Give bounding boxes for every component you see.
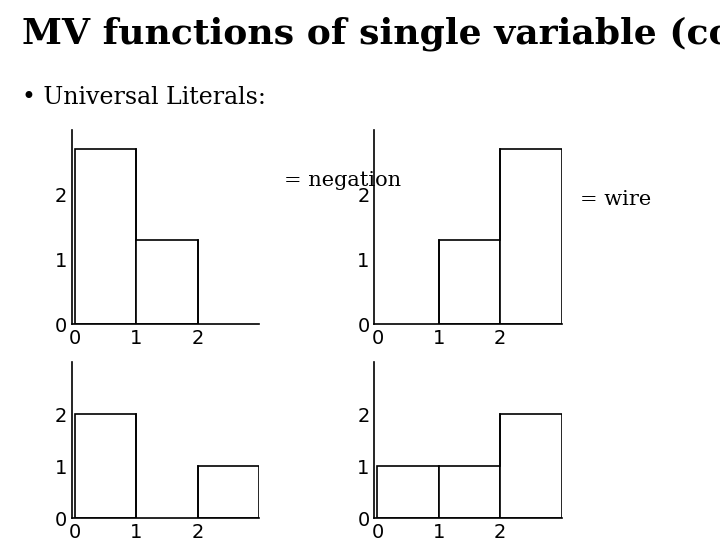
Bar bbox=[198, 466, 259, 518]
Text: MV functions of single variable (cont): MV functions of single variable (cont) bbox=[22, 16, 720, 51]
Bar bbox=[75, 149, 137, 324]
Bar bbox=[500, 149, 562, 324]
Text: = negation: = negation bbox=[284, 171, 402, 191]
Bar bbox=[439, 240, 500, 324]
Bar bbox=[75, 414, 137, 518]
Text: = wire: = wire bbox=[580, 190, 651, 210]
Bar bbox=[439, 466, 500, 518]
Bar bbox=[377, 466, 439, 518]
Text: • Universal Literals:: • Universal Literals: bbox=[22, 86, 266, 110]
Bar bbox=[137, 240, 198, 324]
Bar bbox=[500, 414, 562, 518]
